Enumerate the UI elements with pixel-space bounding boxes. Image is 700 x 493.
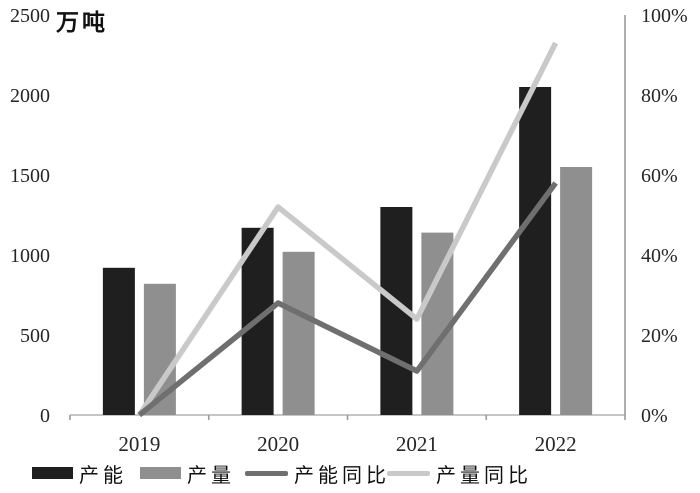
line-output-yoy: [137, 41, 559, 417]
left-axis-tick-label: 2500: [10, 5, 50, 27]
legend-item-output: 产量: [140, 456, 235, 490]
legend-label-capacity: 产能: [79, 464, 127, 487]
legend-swatch-output: [140, 467, 181, 479]
right-axis-tick-label: 60%: [641, 165, 678, 187]
combo-chart-plot: 0 500 1000 1500 2000 2500 0% 20% 40% 60% 80% 100% 20…: [10, 5, 688, 456]
x-axis-category-label: 2022: [535, 432, 577, 456]
bar-capacity: [102, 267, 135, 415]
legend-label-capacity-yoy: 产能同比: [294, 464, 390, 487]
right-axis-tick-label: 80%: [641, 85, 678, 107]
x-axis-category-label: 2020: [257, 432, 299, 456]
right-axis-tick-label: 0%: [641, 405, 668, 427]
bar-capacity: [519, 87, 552, 415]
x-axis-category-label: 2021: [396, 432, 438, 456]
left-axis-tick-label: 2000: [10, 85, 50, 107]
legend-swatch-capacity-yoy: [245, 470, 288, 476]
legend-swatch-capacity: [32, 467, 73, 479]
legend-label-output: 产量: [187, 464, 235, 487]
right-axis-tick-label: 40%: [641, 245, 678, 267]
left-axis-unit-label: 万吨: [56, 10, 108, 35]
left-axis-tick-label: 1000: [10, 245, 50, 267]
left-axis-tick-label: 1500: [10, 165, 50, 187]
chart-legend: 产能 产量 产能同比 产量同比: [0, 456, 700, 492]
legend-item-capacity-yoy: 产能同比: [245, 456, 390, 490]
left-axis-tick-label: 500: [20, 325, 50, 347]
legend-item-capacity: 产能: [32, 456, 127, 490]
right-axis-tick-label: 20%: [641, 325, 678, 347]
bar-output: [282, 251, 315, 415]
line-capacity-yoy: [137, 181, 558, 418]
legend-label-output-yoy: 产量同比: [436, 464, 532, 487]
legend-swatch-output-yoy: [387, 470, 430, 476]
x-axis-category-label: 2019: [118, 432, 160, 456]
legend-item-output-yoy: 产量同比: [387, 456, 532, 490]
bar-output: [560, 167, 593, 415]
right-axis-tick-label: 100%: [641, 5, 688, 27]
left-axis-tick-label: 0: [40, 405, 50, 427]
